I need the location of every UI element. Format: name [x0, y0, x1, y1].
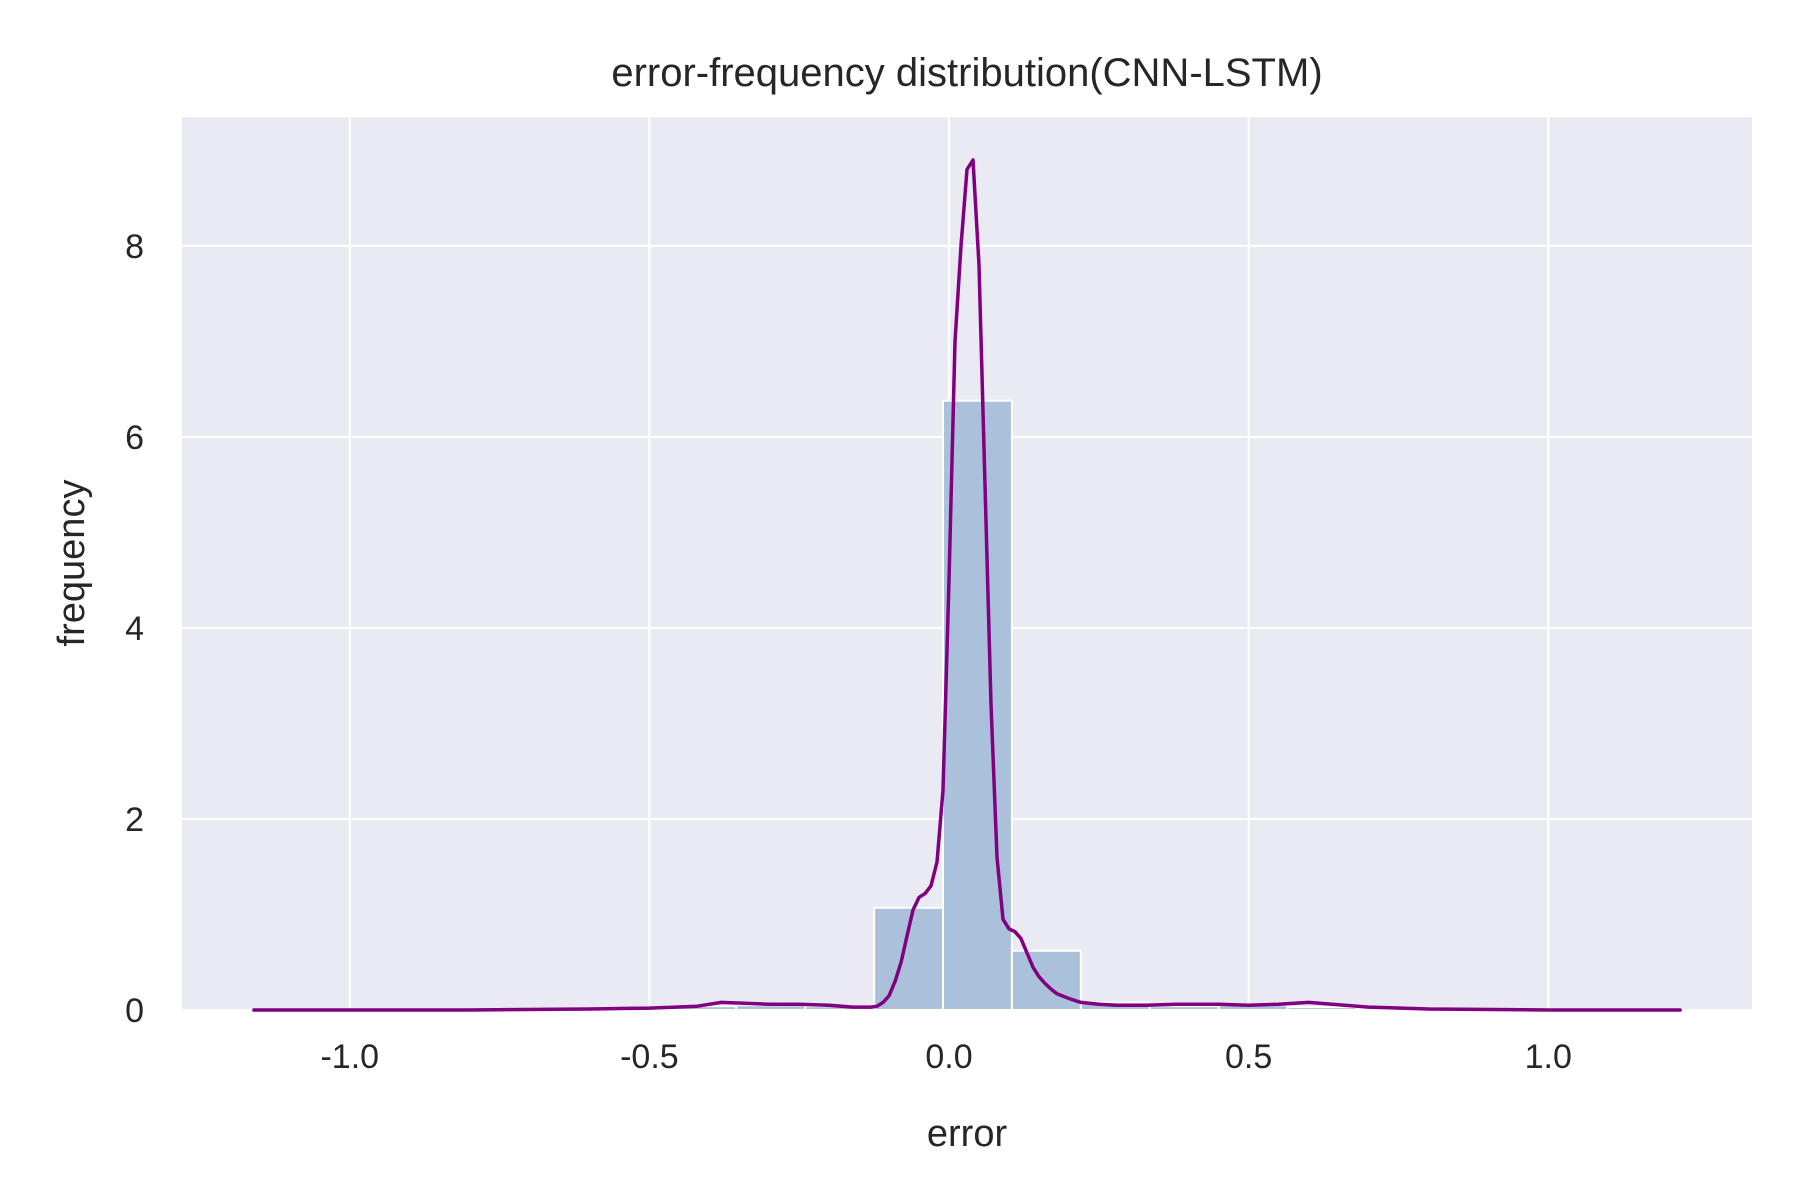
chart-title: error-frequency distribution(CNN-LSTM)	[611, 51, 1322, 95]
y-tick-label: 8	[125, 228, 144, 266]
y-axis-label: frequency	[51, 480, 93, 647]
x-tick-label: 0.0	[925, 1038, 972, 1076]
histogram-bar	[1286, 1006, 1358, 1012]
kde-line	[252, 158, 1682, 1012]
y-tick-label: 2	[125, 801, 144, 839]
x-tick-label: -0.5	[620, 1038, 679, 1076]
x-axis-label: error	[927, 1113, 1008, 1155]
x-tick-label: 0.5	[1225, 1038, 1272, 1076]
y-tick-label: 4	[125, 610, 144, 648]
y-tick-label: 6	[125, 419, 144, 457]
x-tick-label: 1.0	[1525, 1038, 1572, 1076]
kde-curve	[252, 158, 1682, 1012]
x-tick-label: -1.0	[320, 1038, 379, 1076]
histogram-bar	[1148, 1005, 1220, 1012]
tick-labels: -1.0 -0.5 0.0 0.5 1.0 0 2 4 6 8	[125, 228, 1572, 1076]
histogram-bar	[1010, 949, 1082, 1012]
y-tick-label: 0	[125, 992, 144, 1030]
